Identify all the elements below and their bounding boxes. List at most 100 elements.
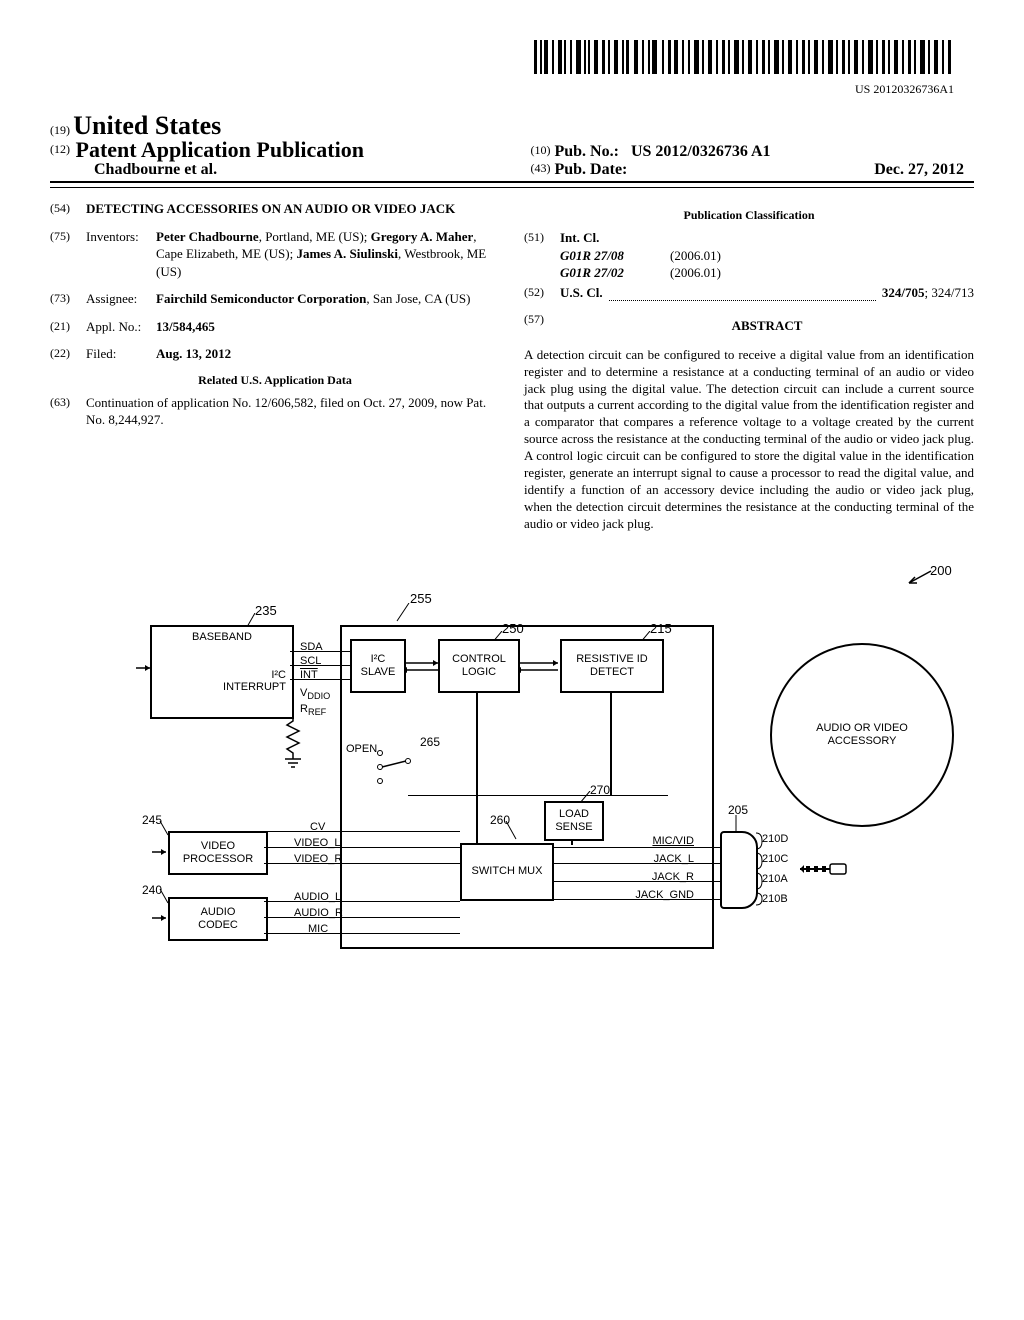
pubno: US 2012/0326736 A1 <box>631 143 771 160</box>
inventor2: Gregory A. Maher <box>371 229 474 244</box>
accessory-label: AUDIO OR VIDEO ACCESSORY <box>800 722 924 747</box>
switch-mux-block: SWITCH MUX <box>460 843 554 901</box>
assignee-loc: , San Jose, CA (US) <box>366 291 470 306</box>
inventor3: James A. Siulinski <box>296 246 398 261</box>
pubdate-prefix: (43) <box>530 161 550 175</box>
figure: 200 235 BASEBAND I²C INTERRUPT SDA SCL I… <box>50 563 974 973</box>
ref-210b: 210B <box>762 893 788 905</box>
rref-label: RREF <box>300 703 326 715</box>
intcl-code: (51) <box>524 229 560 282</box>
resistive-id-label: RESISTIVE ID DETECT <box>562 653 662 678</box>
uscl-val: 324/705 <box>882 285 925 300</box>
baseband-block: BASEBAND I²C INTERRUPT <box>150 625 294 719</box>
title-code: (54) <box>50 200 86 218</box>
appl-code: (21) <box>50 318 86 336</box>
wire-vidl <box>264 847 460 848</box>
vddio-label: VDDIO <box>300 687 330 699</box>
top-hline <box>408 795 668 797</box>
inventors-list: Peter Chadbourne, Portland, ME (US); Gre… <box>156 228 500 281</box>
barcode-graphic <box>534 40 954 74</box>
uscl-leader <box>609 290 876 301</box>
country-prefix: (19) <box>50 123 70 137</box>
plug-icon <box>800 861 850 877</box>
invention-title: DETECTING ACCESSORIES ON AN AUDIO OR VID… <box>86 200 500 218</box>
load-sense-label: LOAD SENSE <box>546 808 602 833</box>
uscl-label: U.S. Cl. <box>560 284 603 302</box>
appl-label: Appl. No.: <box>86 318 156 336</box>
arrow-ctrl-res <box>516 659 562 673</box>
video-proc-label: VIDEO PROCESSOR <box>170 840 266 865</box>
resistive-id-block: RESISTIVE ID DETECT <box>560 639 664 693</box>
intcl1: G01R 27/08 <box>560 247 670 265</box>
uscl-code: (52) <box>524 284 560 302</box>
ref-265: 265 <box>420 735 440 749</box>
pubno-label: Pub. No.: <box>554 143 618 160</box>
wire-sda <box>290 651 350 652</box>
wire-al <box>264 901 460 902</box>
arrow-slave-ctrl <box>402 659 442 673</box>
country: United States <box>73 111 221 140</box>
load-sense-block: LOAD SENSE <box>544 801 604 841</box>
authors: Chadbourne et al. <box>50 161 512 179</box>
ref-260-lead <box>504 821 520 843</box>
barcode-label: US 20120326736A1 <box>50 82 954 97</box>
vp-arrow <box>152 847 170 857</box>
barcode-region <box>50 40 974 78</box>
ref-210c: 210C <box>762 853 788 865</box>
inventors-label: Inventors: <box>86 228 156 281</box>
ref-255-lead <box>395 603 413 625</box>
appl-no: 13/584,465 <box>156 319 215 334</box>
ctrl-vline <box>476 689 478 843</box>
assignee-value: Fairchild Semiconductor Corporation, San… <box>156 290 500 308</box>
i2c-slave-label: I²C SLAVE <box>352 653 404 678</box>
wire-vidr <box>264 863 460 864</box>
pubno-prefix: (10) <box>530 143 550 157</box>
ac-arrow <box>152 913 170 923</box>
abstract-text: A detection circuit can be configured to… <box>524 347 974 533</box>
intcl-label: Int. Cl. <box>560 230 599 245</box>
baseband-title: BASEBAND <box>152 631 292 644</box>
video-proc-block: VIDEO PROCESSOR <box>168 831 268 875</box>
accessory-circle: AUDIO OR VIDEO ACCESSORY <box>770 643 954 827</box>
audio-codec-label: AUDIO CODEC <box>170 906 266 931</box>
assignee-code: (73) <box>50 290 86 308</box>
wire-cv <box>264 831 460 832</box>
control-logic-block: CONTROL LOGIC <box>438 639 520 693</box>
inventor1: Peter Chadbourne <box>156 229 259 244</box>
assignee-label: Assignee: <box>86 290 156 308</box>
w-jackl <box>550 863 722 864</box>
baseband-interrupt: INTERRUPT <box>223 681 286 693</box>
wire-mic <box>264 933 460 934</box>
control-logic-label: CONTROL LOGIC <box>440 653 518 678</box>
audio-codec-block: AUDIO CODEC <box>168 897 268 941</box>
inventors-code: (75) <box>50 228 86 281</box>
baseband-i2c: I²C <box>223 669 286 681</box>
intcl1-date: (2006.01) <box>670 247 974 265</box>
cont-code: (63) <box>50 394 86 429</box>
pub-type: Patent Application Publication <box>76 137 364 162</box>
classification-head: Publication Classification <box>524 208 974 223</box>
jack-body <box>720 831 758 909</box>
abstract-code: (57) <box>524 311 560 343</box>
intcl2-date: (2006.01) <box>670 264 974 282</box>
w-micvid <box>550 847 722 848</box>
rref-resistor <box>280 715 306 771</box>
w-jackr <box>550 881 722 882</box>
switch-mux-label: SWITCH MUX <box>462 865 552 878</box>
ref-200-arrow <box>905 569 933 587</box>
wire-ar <box>264 917 460 918</box>
inventor1-loc: , Portland, ME (US); <box>259 229 371 244</box>
ref-205-lead <box>732 815 742 833</box>
micvid-label: MIC/VID <box>652 835 694 847</box>
assignee-name: Fairchild Semiconductor Corporation <box>156 291 366 306</box>
wire-int <box>290 679 350 680</box>
header: (19) United States (12) Patent Applicati… <box>50 111 974 183</box>
pubdate: Dec. 27, 2012 <box>874 161 964 179</box>
ref-255: 255 <box>410 591 432 606</box>
filed-label: Filed: <box>86 345 156 363</box>
baseband-in-arrow <box>136 663 154 673</box>
pubdate-label: Pub. Date: <box>554 161 627 178</box>
pubtype-prefix: (12) <box>50 142 70 156</box>
open-label: OPEN <box>346 743 377 755</box>
filed-code: (22) <box>50 345 86 363</box>
